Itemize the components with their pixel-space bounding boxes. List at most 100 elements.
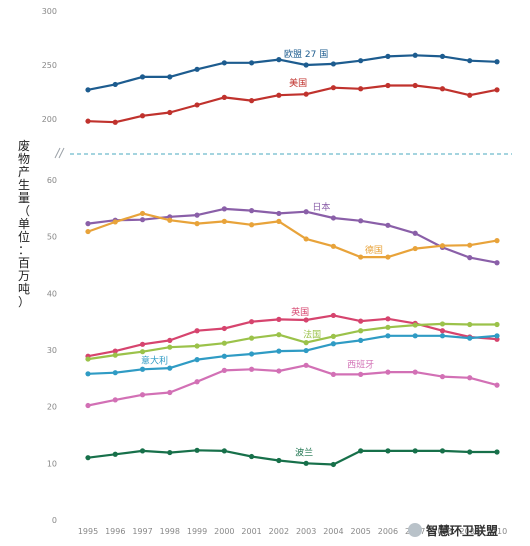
data-point [276,57,282,63]
data-point [330,333,336,339]
data-point [112,348,118,354]
data-point [467,335,473,341]
data-point [221,353,227,359]
data-point [112,352,118,358]
data-point [494,321,500,328]
data-point [358,328,364,334]
data-point [167,74,173,80]
data-point [112,397,118,403]
data-point [139,74,146,80]
x-tick-label: 2009 [460,527,480,536]
series-2: 日本 [85,201,500,266]
series-0: 欧盟 27 国 [85,48,500,93]
data-point [85,371,91,377]
data-point [276,348,282,354]
data-point [249,60,255,66]
data-point [85,356,91,362]
data-point [85,402,91,409]
data-point [358,318,364,324]
data-point [194,102,200,108]
series-line [87,334,498,375]
data-point [385,222,391,228]
x-tick-label: 1999 [187,527,207,536]
y-tick-label: 50 [47,233,57,242]
data-point [112,119,118,125]
data-point [167,365,173,371]
data-point [358,254,364,260]
data-point [167,449,173,456]
data-point [467,242,473,248]
series-line [87,212,498,259]
data-point [385,369,391,375]
data-point [494,238,500,244]
data-point [194,447,200,453]
data-point [439,321,446,327]
data-point [167,389,173,396]
x-tick-label: 2000 [214,527,234,536]
series-1: 美国 [85,77,500,125]
data-point [439,86,446,92]
data-point [167,337,173,343]
data-point [467,92,473,98]
x-tick-label: 2003 [296,527,316,536]
series-label: 德国 [365,244,383,256]
data-point [194,212,200,218]
data-point [276,457,282,464]
data-point [467,375,473,381]
data-point [194,379,200,385]
data-point [412,448,418,454]
data-point [276,92,282,98]
data-point [412,369,418,375]
data-point [412,245,418,252]
data-point [249,366,255,372]
data-point [303,340,309,346]
data-point [330,215,336,221]
data-point [221,325,227,332]
data-point [112,370,118,376]
watermark: 智慧环卫联盟 [408,520,498,540]
x-tick-label: 1998 [160,527,180,536]
data-point [249,453,255,460]
data-point [439,328,446,334]
y-axis-label: 废物产生量（单位：百万吨） [18,138,30,309]
series-line [87,449,497,466]
data-point [494,87,500,93]
data-point [276,368,282,374]
data-point [139,366,146,372]
data-point [249,351,255,357]
data-point [494,59,500,65]
data-point [385,254,391,260]
data-point [167,344,173,350]
data-point [385,324,391,330]
series-line [87,322,497,361]
wechat-icon [408,523,422,537]
x-tick-label: 2010 [487,527,507,536]
data-point [85,228,91,235]
data-point [139,210,146,217]
upper-axis-ticks: 200 250 300 [42,7,57,124]
data-point [194,357,200,363]
data-point [276,218,282,224]
data-point [194,66,200,72]
data-point [358,218,364,224]
series-label: 英国 [291,306,309,318]
data-point [167,109,173,116]
series-label: 法国 [303,329,321,341]
y-tick-label: 250 [42,61,57,70]
data-point [112,219,118,225]
data-point [439,333,446,339]
data-point [385,448,391,454]
data-point [467,255,473,261]
data-point [85,455,91,461]
data-point [276,210,282,217]
data-point [276,332,282,338]
data-point [194,328,200,334]
data-point [194,221,200,227]
data-point [139,392,146,398]
series-8: 波兰 [85,446,500,468]
x-tick-label: 2004 [323,527,343,536]
x-tick-label: 1996 [105,527,125,536]
data-point [412,322,418,328]
